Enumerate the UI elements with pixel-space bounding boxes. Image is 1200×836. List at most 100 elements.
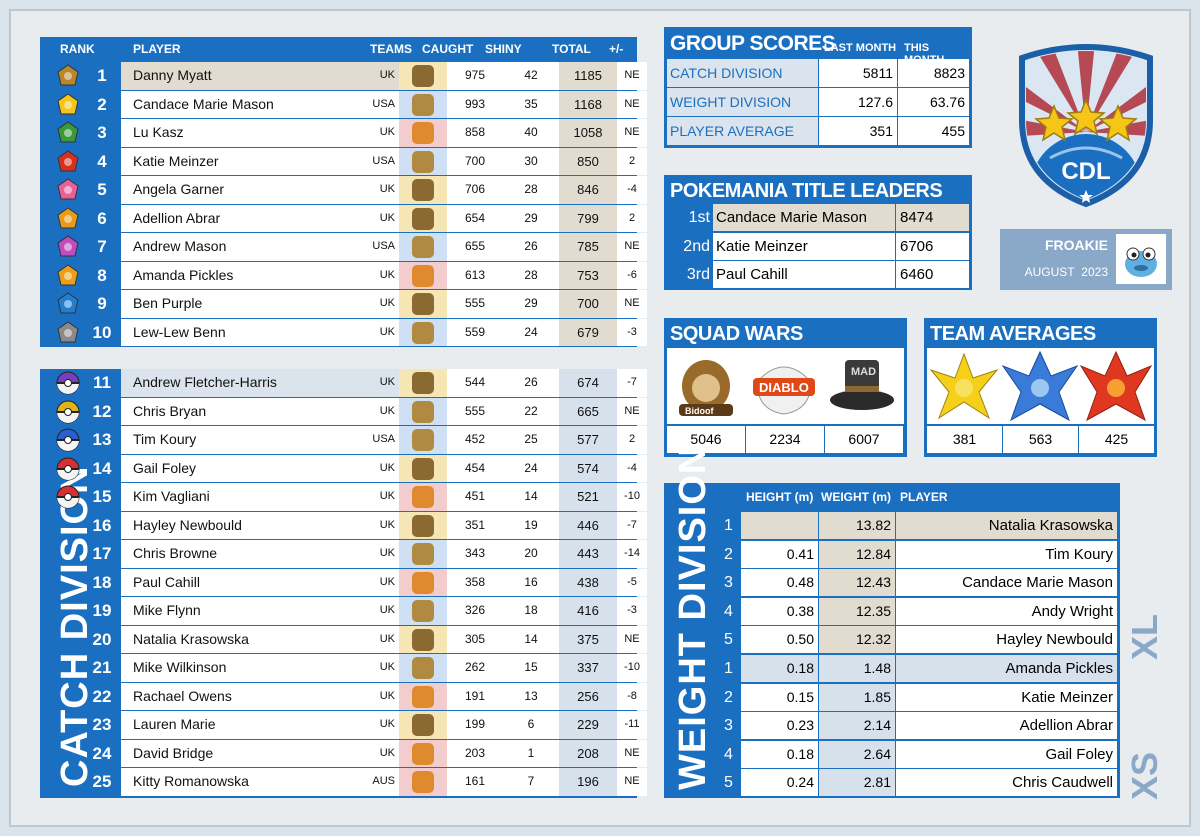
caught-value: 700 [447,147,503,175]
leader-name: Candace Marie Mason [713,204,895,231]
top-ten-table: RANK PLAYER TEAMS CAUGHT SHINY TOTAL +/-… [40,37,647,347]
table-row: 16 Hayley Newbould UK 351 19 446 -7 [40,511,647,541]
team-badge-icon [412,571,434,594]
squad-scores: 5046 2234 6007 [667,426,904,453]
team-cell [399,426,447,454]
team-cell [399,711,447,739]
team-badge-icon [412,685,434,708]
plus-minus-value: NE [617,397,647,425]
caught-value: 544 [447,369,503,397]
team-badge-icon [412,657,434,679]
table-row: 12 Chris Bryan UK 555 22 665 NE [40,397,647,427]
table-row: 20 Natalia Krasowska UK 305 14 375 NE [40,625,647,655]
weight-value: 1.48 [819,655,895,682]
caught-value: 975 [447,62,503,90]
team-badge-icon [412,179,434,201]
table-row: 25 Kitty Romanowska AUS 161 7 196 NE [40,768,647,797]
rank-number: 20 [92,629,112,649]
team-badge-icon [412,457,434,480]
total-value: 438 [559,568,617,596]
weight-value: 2.14 [819,712,895,740]
team-cell [399,483,447,511]
shiny-value: 35 [503,90,559,118]
plus-minus-value: NE [617,62,647,90]
caught-value: 555 [447,290,503,318]
player-name: Kitty Romanowska [121,768,351,796]
caught-value: 706 [447,176,503,204]
rank-number: 10 [92,322,112,342]
player-country: UK [351,62,399,90]
squad-images: Bidoof DIABLO MAD [667,348,904,424]
this-month-value: 63.76 [898,88,969,116]
star-badge-icon [56,263,80,288]
weight-value: 1.85 [819,683,895,711]
shiny-value: 26 [503,233,559,261]
plus-minus-value: -3 [617,318,647,346]
rank-number: 12 [92,401,112,421]
player-country: USA [351,426,399,454]
table-row: 3 Lu Kasz UK 858 40 1058 NE [40,119,647,148]
plus-minus-value: -3 [617,597,647,625]
team-legendaries-icon [929,350,1153,422]
group-score-label: CATCH DIVISION [667,59,818,87]
team-badge-icon [412,514,434,537]
caught-value: 191 [447,682,503,710]
team-badge-icon [412,150,434,173]
table-row: 8 Amanda Pickles UK 613 28 753 -6 [40,261,647,291]
table-row: 15 Kim Vagliani UK 451 14 521 -10 [40,483,647,512]
player-country: UK [351,511,399,539]
shiny-value: 1 [503,739,559,767]
rank-number: 3 [97,123,107,142]
squad-bidoof: Bidoof [669,352,743,420]
cdl-logo-text: CDL [1061,158,1111,185]
caught-value: 305 [447,625,503,653]
player-name: Lew-Lew Benn [121,318,351,346]
player-country: UK [351,318,399,346]
team-badge-icon [412,264,434,287]
rank-number: 2 [97,94,107,114]
team-cell [399,290,447,318]
team-badge-icon [412,122,434,144]
rank-icon-empty [56,514,80,538]
height-value: 0.18 [741,655,818,682]
player-header: PLAYER [133,42,181,56]
caught-value: 993 [447,90,503,118]
rank-number: 14 [92,458,112,478]
weight-division-title: WEIGHT DIVISION [672,445,714,790]
table-row: 13 Tim Koury USA 452 25 577 2 [40,426,647,455]
plus-minus-value: -8 [617,682,647,710]
team-cell [399,176,447,204]
caught-value: 454 [447,454,503,482]
plus-minus-value: -6 [617,261,647,289]
total-value: 229 [559,711,617,739]
plus-minus-value: NE [617,290,647,318]
weight-value: 2.81 [819,769,895,797]
plus-minus-value: NE [617,739,647,767]
rank-number: 22 [92,686,112,706]
weight-player: Andy Wright [896,597,1117,625]
group-scores-title: GROUP SCORES [670,32,836,55]
height-value: 0.23 [741,712,818,740]
last-month-value: 127.6 [819,88,897,116]
total-value: 799 [559,204,617,232]
title-leaders-panel: POKEMANIA TITLE LEADERS 1st Candace Marie… [664,175,972,290]
player-name: Adellion Abrar [121,204,351,232]
rank-icon-empty [56,571,80,595]
caught-value: 161 [447,768,503,796]
rank-number: 4 [97,151,107,171]
teams-header: TEAMS [370,42,412,56]
leader-name: Paul Cahill [713,261,895,288]
table-row: 22 Rachael Owens UK 191 13 256 -8 [40,682,647,712]
heart-badge-icon [56,178,80,202]
weight-player: Natalia Krasowska [896,512,1117,539]
player-country: UK [351,290,399,318]
caught-value: 655 [447,233,503,261]
player-name: Mike Flynn [121,597,351,625]
shiny-value: 29 [503,290,559,318]
team-cell [399,369,447,397]
weight-player: Chris Caudwell [896,769,1117,797]
weight-division-panel: WEIGHT DIVISION HEIGHT (m) WEIGHT (m) PL… [664,446,1120,798]
rank-icon-empty [56,685,80,709]
rock-badge-icon [56,320,80,345]
plus-minus-value: NE [617,768,647,796]
